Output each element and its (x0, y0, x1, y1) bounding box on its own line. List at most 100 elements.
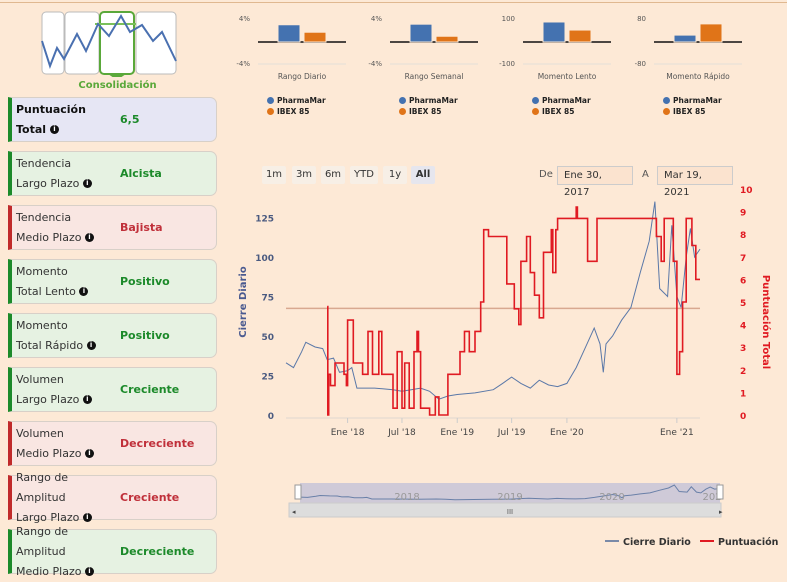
legend-dot (663, 108, 670, 115)
indicator-label: Tendencia Medio Plazo i (12, 208, 120, 248)
legend-item-close[interactable]: Cierre Diario (605, 537, 691, 548)
legend-item[interactable]: PharmaMar (399, 96, 458, 105)
legend-dot (399, 108, 406, 115)
legend-label: IBEX 85 (673, 107, 706, 116)
indicator-label-line2: Largo Plazo (16, 510, 80, 524)
range-button-all[interactable]: All (411, 166, 435, 184)
legend-item[interactable]: IBEX 85 (663, 107, 705, 116)
scrollbar-grip: III (507, 508, 513, 516)
y-tick-label: 100 (255, 254, 274, 264)
indicator-value: Positivo (120, 329, 170, 342)
indicator-card: Tendencia Medio Plazo i Bajista (8, 205, 217, 250)
y2-tick-label: 5 (740, 299, 746, 309)
navigator-label: 202 (702, 492, 721, 503)
info-icon[interactable]: i (84, 449, 94, 458)
legend-item[interactable]: IBEX 85 (267, 107, 309, 116)
indicator-label-line2: Medio Plazo (16, 230, 82, 244)
legend-label: PharmaMar (673, 96, 722, 105)
bar-pharmamar[interactable] (409, 23, 433, 43)
indicator-label-line1: Rango de Amplitud (16, 524, 69, 558)
indicator-card: Rango de Amplitud Medio Plazo i Decrecient… (8, 525, 217, 578)
indicator-label: Rango de Amplitud Largo Plazo i (12, 468, 120, 528)
chart-title: Momento Lento (537, 72, 597, 81)
y-tick-label: 50 (261, 333, 274, 343)
legend-dot (532, 108, 539, 115)
legend-item[interactable]: IBEX 85 (532, 107, 574, 116)
indicator-card: Volumen Largo Plazo i Creciente (8, 367, 217, 412)
info-icon[interactable]: i (84, 233, 94, 242)
legend-dot (267, 97, 274, 104)
y2-tick-label: 6 (740, 276, 746, 286)
indicator-label-line1: Volumen (16, 426, 64, 440)
y-tick-label: 125 (255, 214, 274, 224)
info-icon[interactable]: i (82, 513, 92, 522)
mini-bar-chart: 80 -80 Momento Rápido PharmaMar IBEX 85 (628, 12, 748, 122)
info-icon[interactable]: i (79, 287, 89, 296)
indicator-label-line2: Largo Plazo (16, 392, 80, 406)
x-tick-label: Ene '21 (660, 428, 694, 438)
navigator-right-handle[interactable] (716, 484, 724, 500)
navigator-range (300, 483, 720, 503)
date-from-label: De (539, 169, 553, 180)
indicator-label-line1: Tendencia (16, 156, 72, 170)
bar-pharmamar[interactable] (542, 21, 566, 43)
indicator-label-line1: Momento (16, 264, 68, 278)
bar-ibex[interactable] (303, 31, 327, 43)
legend-dot (267, 108, 274, 115)
tick-label: 80 (637, 15, 646, 23)
x-tick-label: Ene '18 (331, 428, 365, 438)
legend-close-label: Cierre Diario (623, 537, 691, 548)
indicator-label: Momento Total Rápido i (12, 316, 120, 356)
legend-item[interactable]: PharmaMar (267, 96, 326, 105)
x-tick-label: Jul '18 (387, 428, 416, 438)
chart-title: Rango Semanal (404, 72, 464, 81)
tick-label: -80 (634, 60, 646, 68)
navigator-scrollbar[interactable] (288, 502, 722, 518)
legend-item[interactable]: PharmaMar (663, 96, 722, 105)
navigator-left-handle[interactable] (294, 484, 302, 500)
range-button-1m[interactable]: 1m (262, 166, 286, 184)
range-button-3m[interactable]: 3m (292, 166, 316, 184)
scroll-left-arrow: ◂ (292, 508, 296, 516)
tick-label: 4% (370, 15, 382, 23)
y2-tick-label: 7 (740, 254, 746, 264)
bar-pharmamar[interactable] (673, 34, 697, 43)
range-button-ytd[interactable]: YTD (350, 166, 378, 184)
range-button-1y[interactable]: 1y (383, 166, 407, 184)
legend-item[interactable]: IBEX 85 (399, 107, 441, 116)
x-tick-label: Jul '19 (497, 428, 526, 438)
indicator-label-line1: Rango de Amplitud (16, 470, 69, 504)
indicator-label-line2: Total (16, 122, 47, 136)
indicator-value: 6,5 (120, 113, 140, 126)
legend-dot (399, 97, 406, 104)
navigator-label: 2019 (497, 492, 522, 503)
legend-label: IBEX 85 (542, 107, 575, 116)
bar-ibex[interactable] (568, 29, 592, 43)
indicator-label-line2: Largo Plazo (16, 176, 80, 190)
info-icon[interactable]: i (49, 125, 59, 134)
info-icon[interactable]: i (84, 567, 94, 576)
score-step-line (327, 206, 700, 416)
legend-item-score[interactable]: Puntuación (700, 537, 778, 548)
info-icon[interactable]: i (82, 179, 92, 188)
date-to-input[interactable]: Mar 19, 2021 (657, 166, 733, 198)
indicator-card: Volumen Medio Plazo i Decreciente (8, 421, 217, 466)
legend-item[interactable]: PharmaMar (532, 96, 591, 105)
date-from-input[interactable]: Ene 30, 2017 (557, 166, 633, 198)
y2-tick-label: 0 (740, 412, 746, 422)
info-icon[interactable]: i (86, 341, 96, 350)
mini-bar-chart: 4% -4% Rango Semanal PharmaMar IBEX 85 (364, 12, 484, 122)
indicator-label-line2: Medio Plazo (16, 446, 82, 460)
indicator-label-line2: Medio Plazo (16, 564, 82, 578)
scroll-right-arrow: ▸ (719, 508, 723, 516)
top-divider (0, 2, 787, 3)
range-button-6m[interactable]: 6m (321, 166, 345, 184)
bar-pharmamar[interactable] (277, 24, 301, 43)
indicator-label: Rango de Amplitud Medio Plazo i (12, 522, 120, 582)
indicator-label: Volumen Medio Plazo i (12, 424, 120, 464)
info-icon[interactable]: i (82, 395, 92, 404)
bar-ibex[interactable] (699, 23, 723, 43)
bar-ibex[interactable] (435, 35, 459, 43)
navigator-label: 2018 (394, 492, 419, 503)
legend-dot (532, 97, 539, 104)
